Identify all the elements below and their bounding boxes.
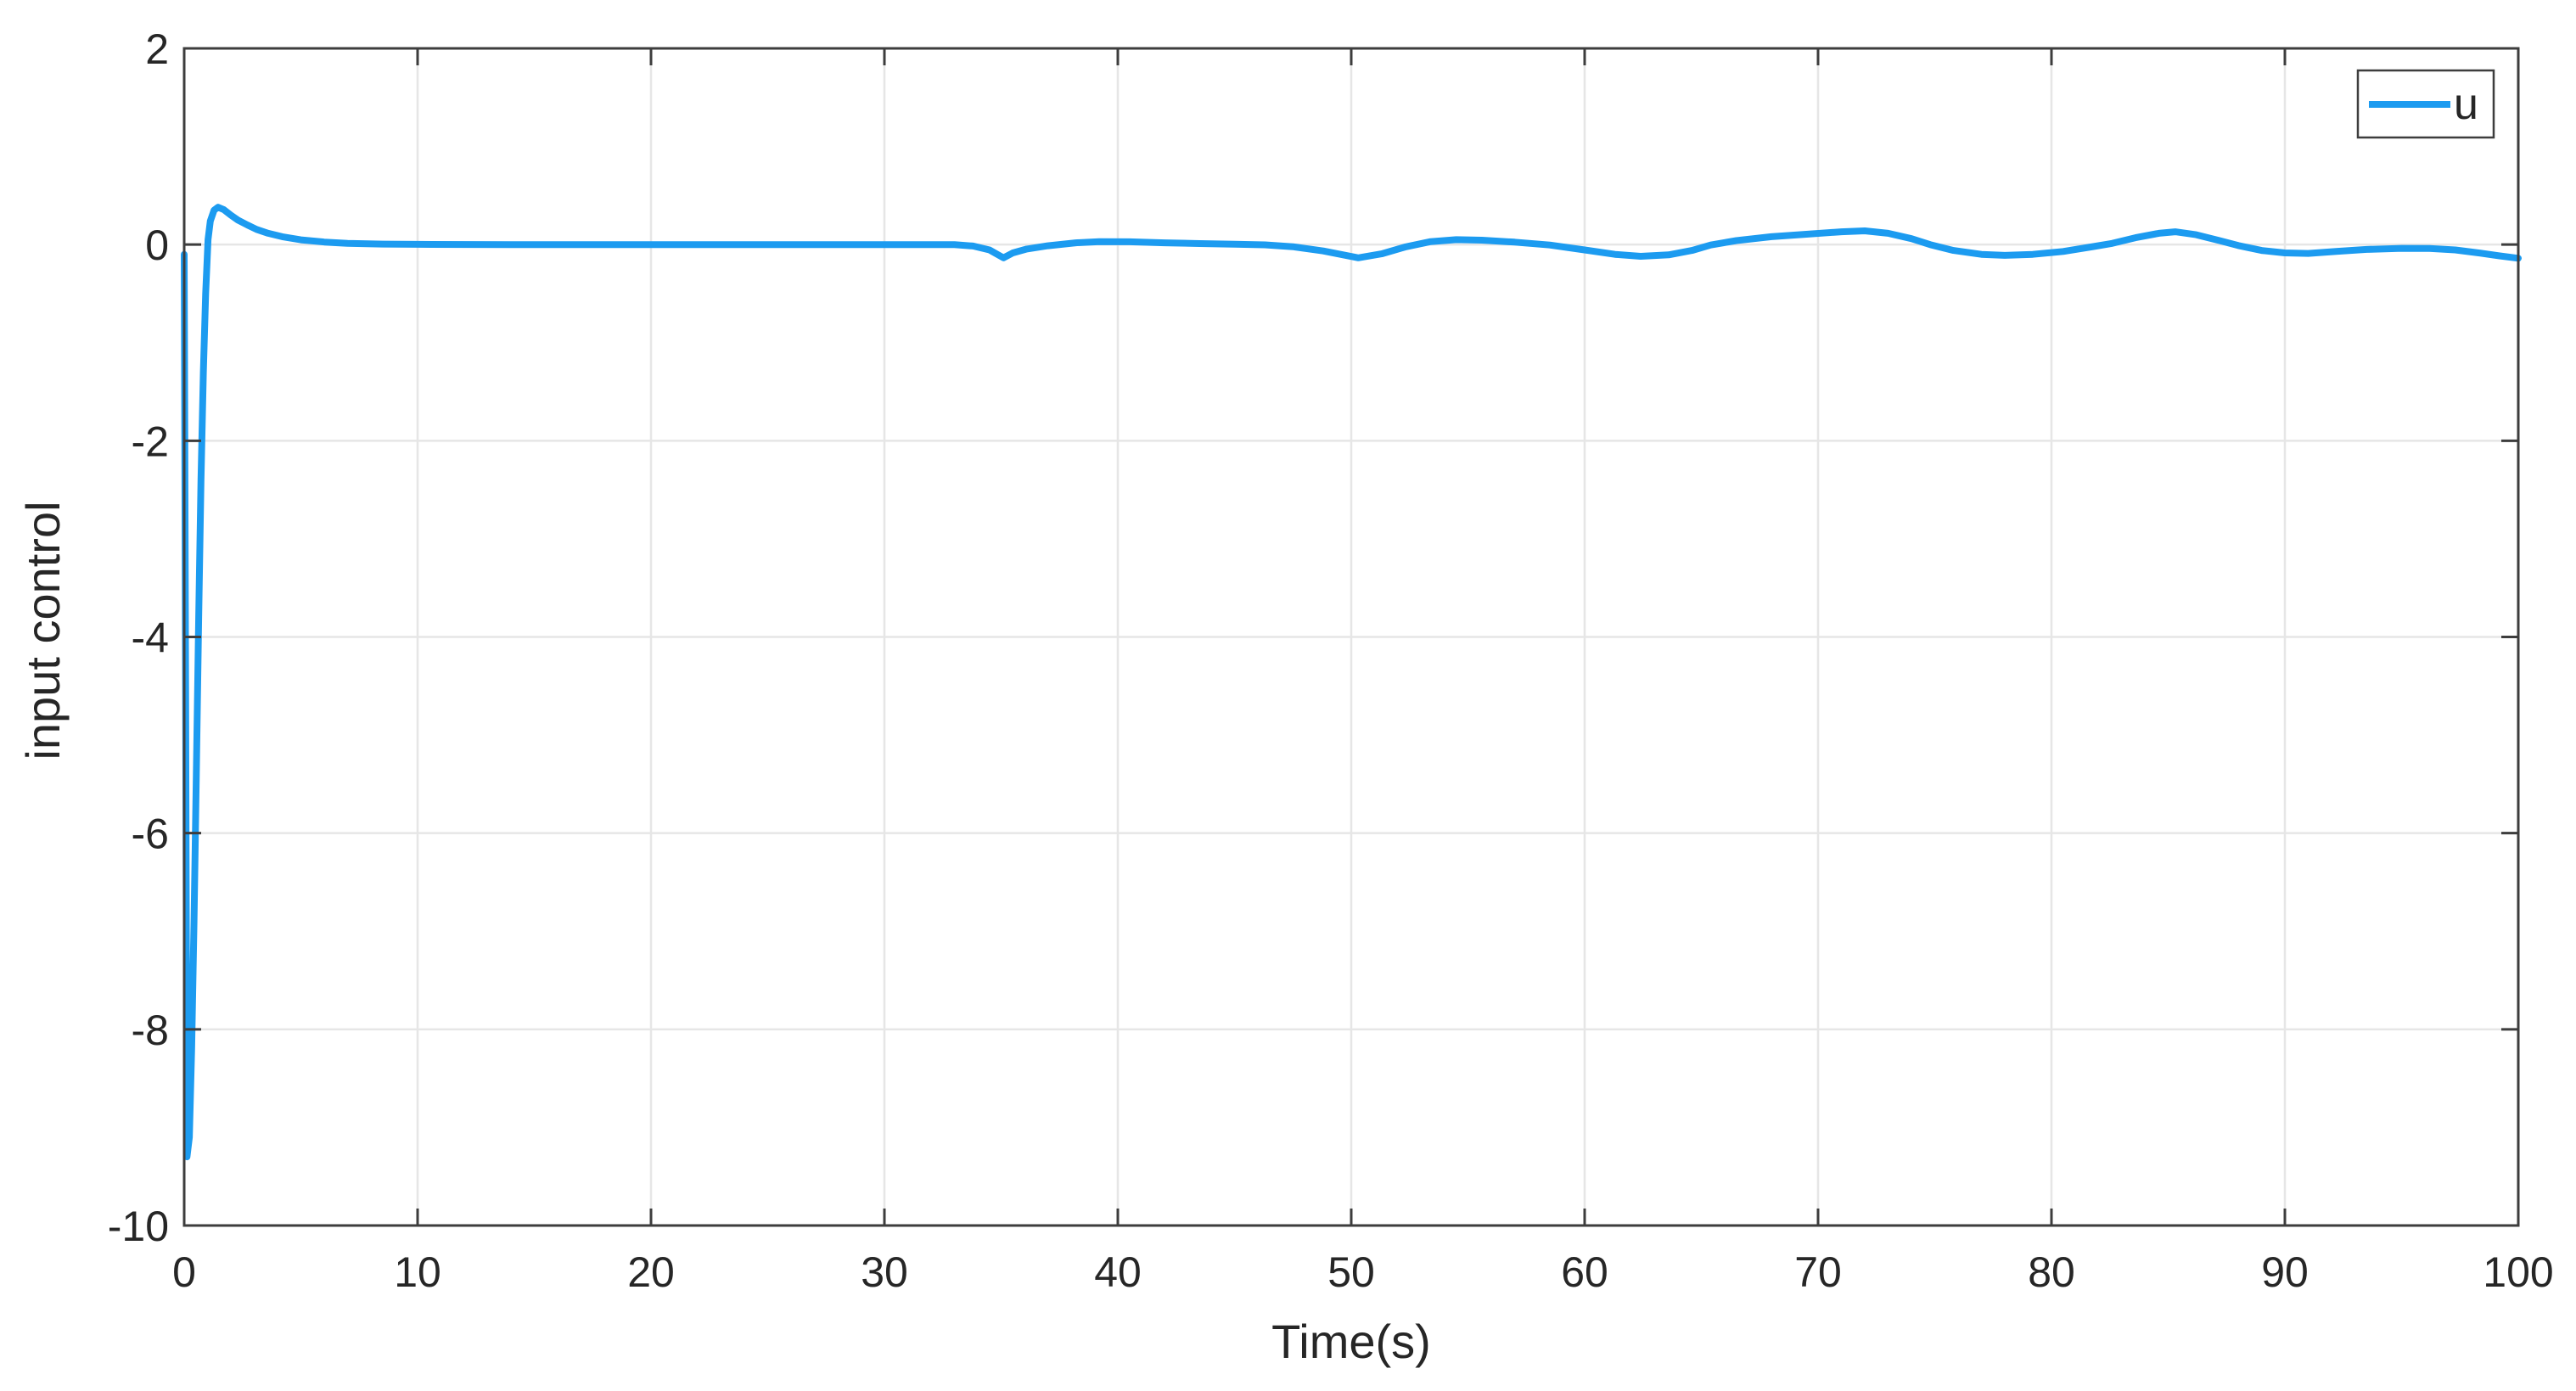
- x-tick-label: 90: [2261, 1248, 2309, 1296]
- grid-lines: [184, 48, 2518, 1226]
- x-tick-label: 0: [172, 1248, 196, 1296]
- x-tick-label: 10: [394, 1248, 441, 1296]
- x-tick-label: 20: [627, 1248, 675, 1296]
- y-tick-label: 0: [145, 222, 169, 269]
- x-tick-label: 30: [861, 1248, 908, 1296]
- x-tick-label: 100: [2483, 1248, 2553, 1296]
- y-tick-label: -2: [132, 418, 169, 465]
- x-tick-label: 80: [2028, 1248, 2075, 1296]
- legend: u: [2356, 69, 2495, 139]
- x-axis-label: Time(s): [1271, 1315, 1431, 1368]
- x-tick-label: 70: [1794, 1248, 1842, 1296]
- x-tick-label: 40: [1094, 1248, 1142, 1296]
- tick-marks: [182, 47, 2520, 1227]
- series-line-u: [181, 204, 2522, 1161]
- y-axis-label: input control: [16, 501, 70, 760]
- y-tick-label: 2: [145, 25, 169, 73]
- y-tick-label: -6: [132, 810, 169, 858]
- y-tick-label: -4: [132, 614, 169, 662]
- y-tick-label: -10: [108, 1203, 169, 1250]
- x-tick-label: 50: [1327, 1248, 1375, 1296]
- legend-label-u: u: [2454, 80, 2478, 129]
- x-tick-label: 60: [1561, 1248, 1608, 1296]
- y-tick-label: -8: [132, 1007, 169, 1054]
- series-layer: [181, 204, 2522, 1161]
